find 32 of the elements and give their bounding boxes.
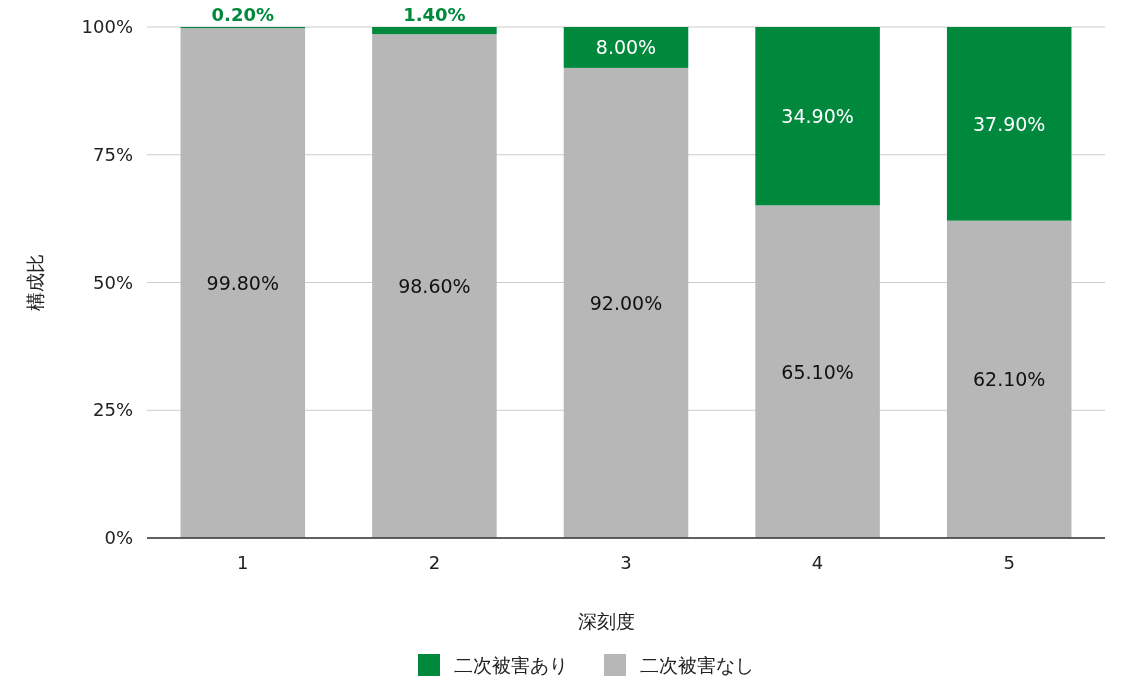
data-label: 65.10% <box>781 360 854 383</box>
data-label: 92.00% <box>589 291 663 314</box>
data-label: 0.20% <box>211 4 275 25</box>
y-tick-label: 75% <box>92 143 133 165</box>
y-tick-label: 100% <box>81 16 133 37</box>
data-label: 99.80% <box>206 272 280 295</box>
data-label: 37.90% <box>972 112 1046 135</box>
bar <box>563 67 689 538</box>
y-axis-title: 構成比 <box>24 254 46 311</box>
bar <box>755 27 880 206</box>
data-label: 8.00% <box>595 36 657 59</box>
x-tick-label: 2 <box>428 552 441 573</box>
data-label: 62.10% <box>972 368 1046 391</box>
y-tick-label: 50% <box>92 271 133 293</box>
x-tick-label: 4 <box>811 552 824 573</box>
bar <box>180 28 306 538</box>
data-label: 98.60% <box>398 275 471 298</box>
x-tick-label: 3 <box>620 552 632 573</box>
legend-label: 二次被害あり <box>454 654 568 676</box>
y-tick-label: 25% <box>92 399 133 421</box>
y-tick-label: 0% <box>104 527 133 548</box>
bar <box>755 205 880 538</box>
legend-label: 二次被害なし <box>640 654 754 676</box>
x-tick-label: 1 <box>237 552 249 573</box>
data-label: 1.40% <box>403 4 466 25</box>
bar <box>563 27 689 68</box>
data-label: 34.90% <box>781 105 854 128</box>
bar <box>372 34 497 538</box>
x-axis-title: 深刻度 <box>577 610 635 632</box>
bar <box>946 220 1072 538</box>
x-tick-label: 5 <box>1003 552 1015 573</box>
bar <box>946 27 1072 221</box>
